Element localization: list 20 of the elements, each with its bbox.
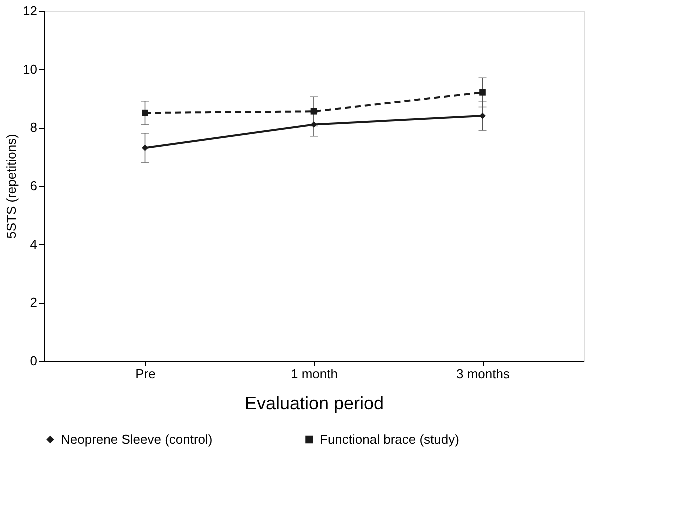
x-tick-label: 1 month (291, 366, 338, 382)
point (480, 90, 486, 96)
x-tick-label: 3 months (456, 366, 510, 382)
x-axis-title: Evaluation period (244, 394, 384, 414)
y-tick-label: 8 (30, 120, 38, 136)
point (480, 112, 486, 120)
y-tick-label: 12 (23, 4, 38, 18)
y-tick-label: 2 (30, 295, 38, 310)
y-tick-label: 6 (30, 178, 38, 194)
point (142, 144, 148, 152)
point (310, 122, 318, 128)
y-tick-label: 4 (30, 236, 38, 252)
legend-label: Functional brace (study) (320, 432, 460, 447)
point (142, 110, 148, 116)
point (310, 108, 318, 115)
y-tick-label: 10 (23, 62, 38, 77)
legend-label: Neoprene Sleeve (control) (61, 432, 213, 447)
y-tick-label: 0 (30, 354, 38, 368)
x-tick-label: Pre (136, 366, 156, 382)
y-axis-title: 5STS (repetitions) (4, 134, 20, 239)
